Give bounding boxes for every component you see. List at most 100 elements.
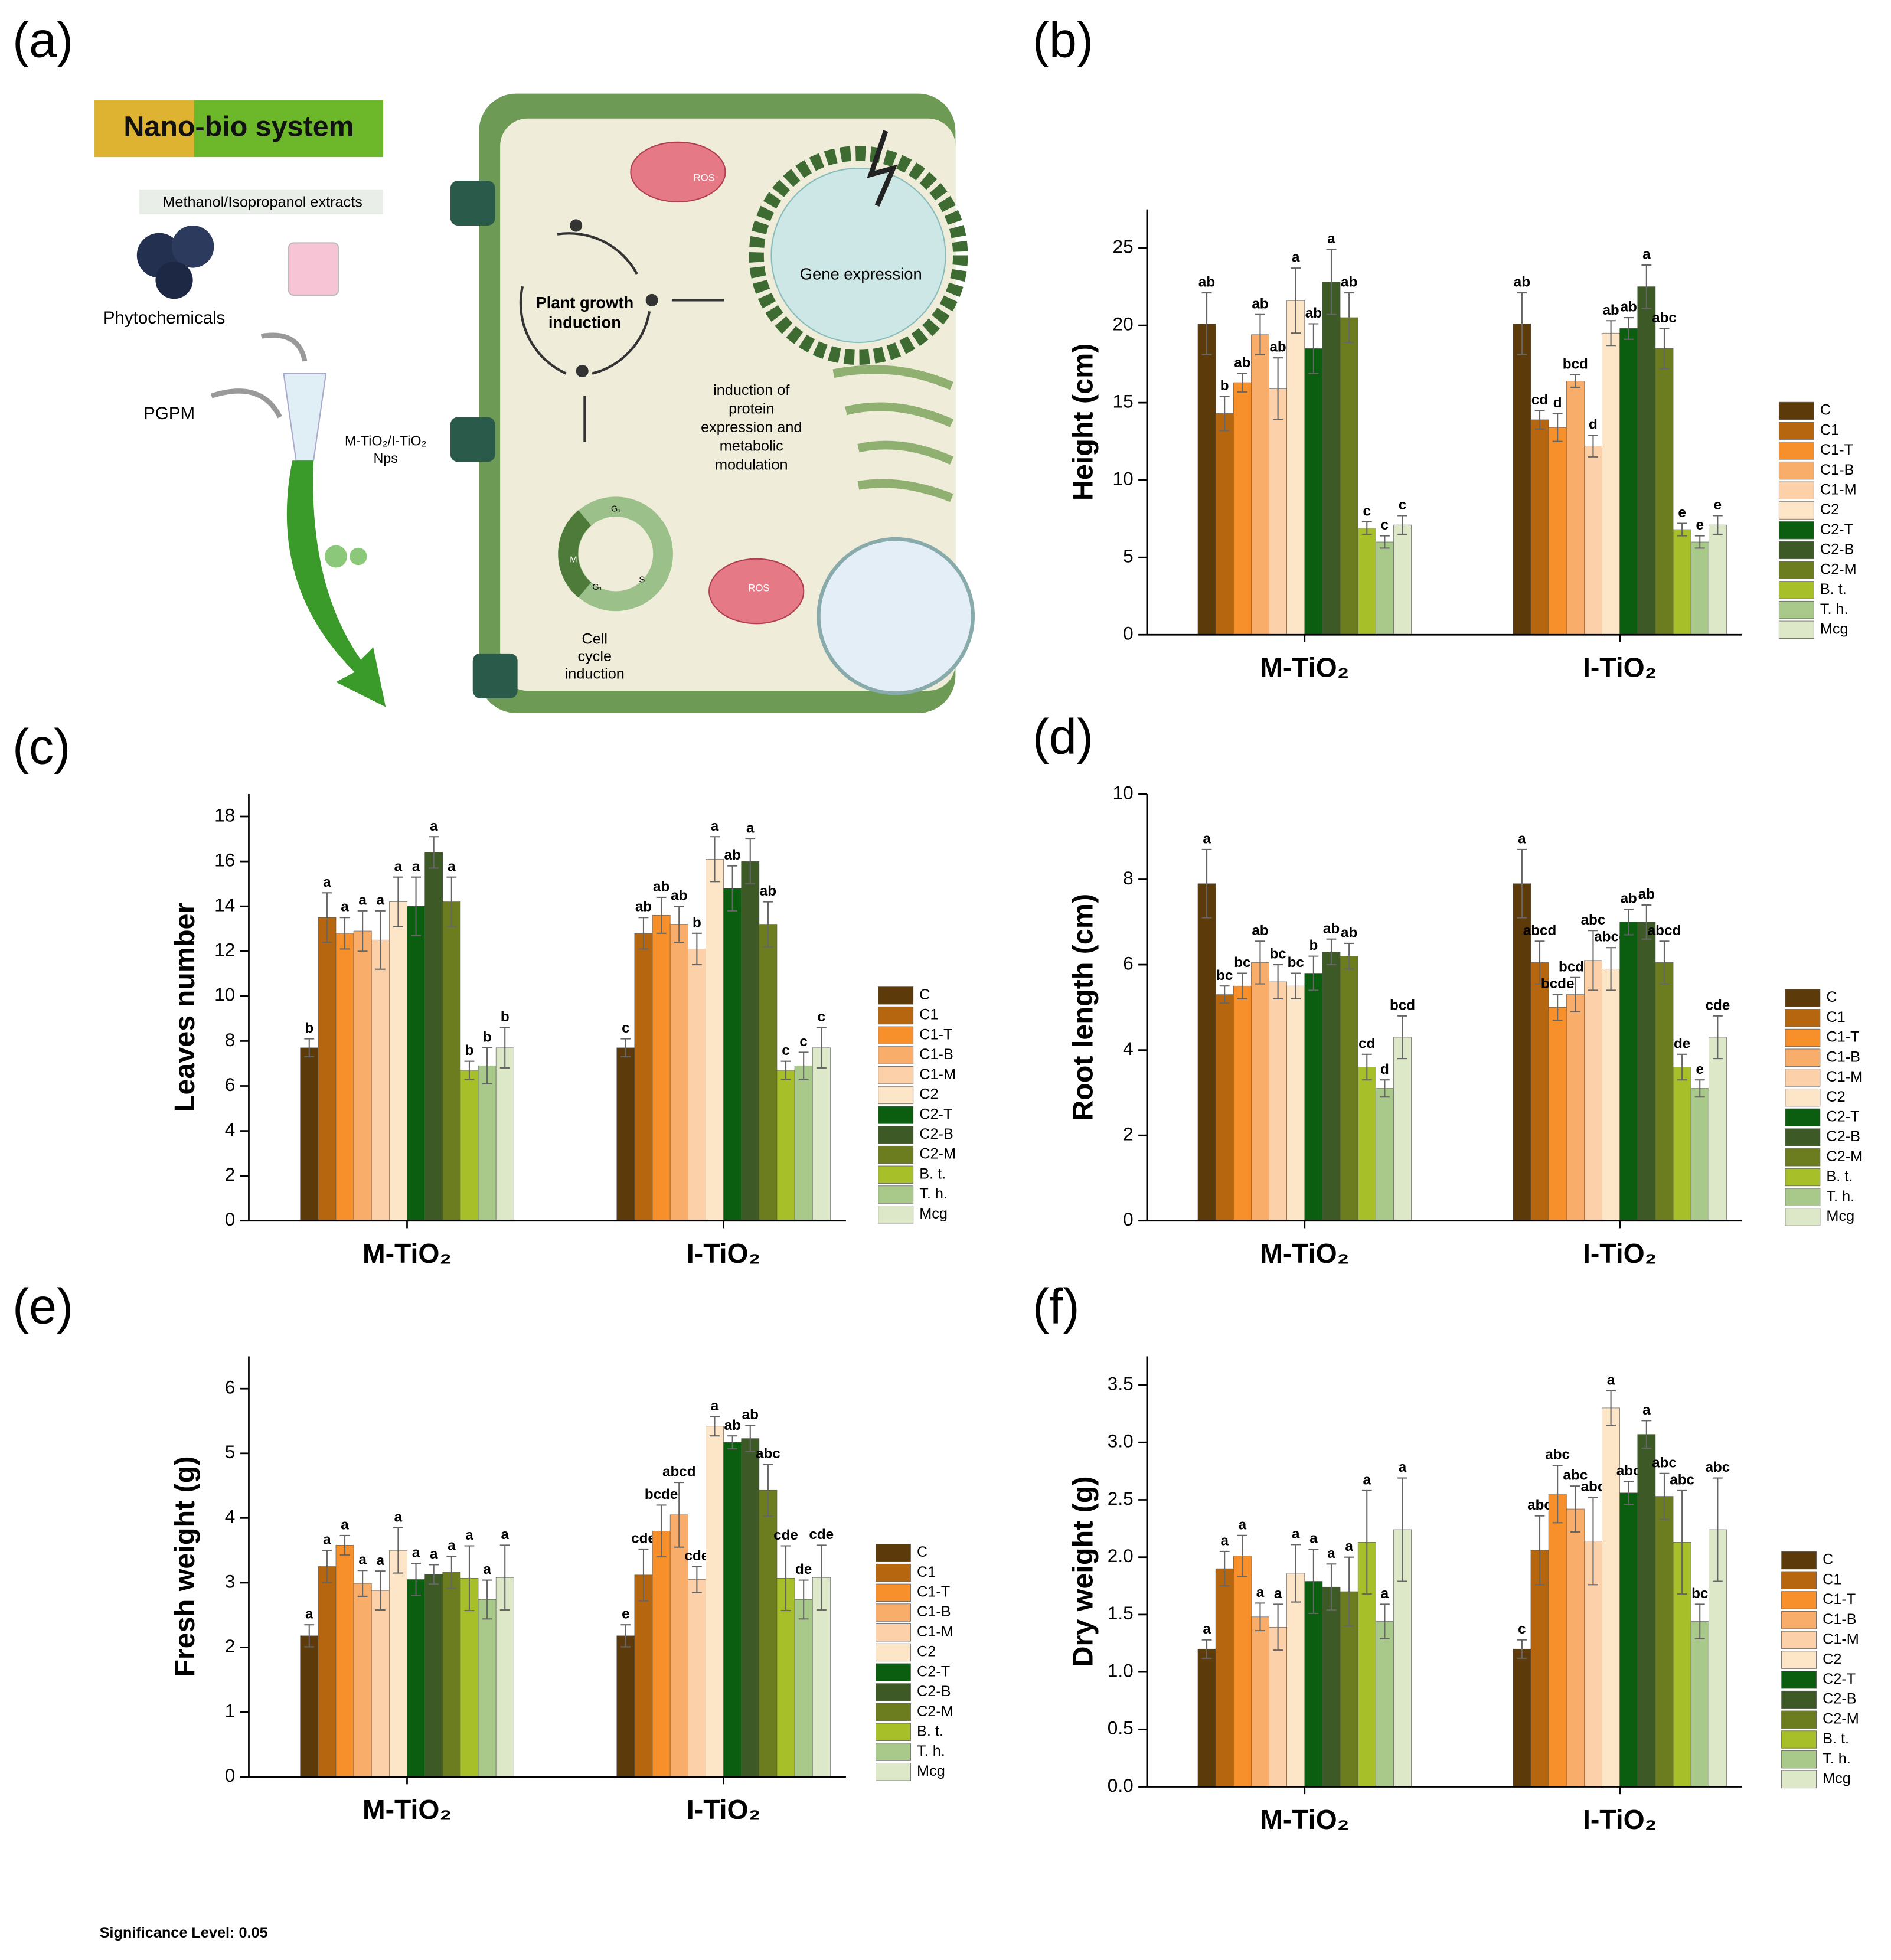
significance-letter: b xyxy=(483,1029,492,1045)
y-tick-label: 4 xyxy=(225,1119,236,1140)
significance-letter: abc xyxy=(1581,1479,1606,1495)
y-tick-label: 2 xyxy=(225,1164,236,1185)
significance-letter: cd xyxy=(1531,392,1548,408)
significance-letter: a xyxy=(377,1553,385,1569)
error-bar xyxy=(1694,535,1705,549)
significance-letter: a xyxy=(1642,1402,1651,1418)
legend-label: C2-M xyxy=(1826,1148,1863,1165)
y-axis-title: Leaves number xyxy=(169,902,201,1112)
legend-swatch xyxy=(878,1006,914,1025)
bar xyxy=(1602,1407,1620,1787)
significance-letter: a xyxy=(1239,1517,1247,1533)
legend-swatch xyxy=(878,1046,914,1064)
significance-letter: c xyxy=(782,1043,789,1059)
significance-letter: a xyxy=(1203,831,1211,847)
significance-letter: bcde xyxy=(645,1487,678,1502)
legend-swatch xyxy=(1781,1750,1817,1769)
legend-label: C1-T xyxy=(919,1026,952,1043)
legend-label: C2-T xyxy=(1820,521,1853,538)
significance-letter: abc xyxy=(1706,1459,1730,1475)
bar xyxy=(812,1047,831,1221)
legend-swatch xyxy=(1781,1690,1817,1709)
error-bar xyxy=(1570,976,1580,1012)
error-bar xyxy=(1570,374,1580,388)
legend-label: T. h. xyxy=(1823,1750,1851,1767)
error-bar xyxy=(1219,985,1230,1004)
significance-letter: a xyxy=(1203,1621,1211,1637)
arrow xyxy=(260,332,308,362)
y-tick-label: 18 xyxy=(214,804,235,825)
significance-letter: ab xyxy=(1252,923,1268,939)
nucleus xyxy=(770,167,946,344)
error-bar xyxy=(393,876,403,927)
legend-label: C2 xyxy=(917,1644,936,1660)
bar xyxy=(776,1070,795,1221)
significance-letter: c xyxy=(799,1034,807,1050)
error-bar xyxy=(1397,515,1407,535)
extracts-label: Methanol/Isopropanol extracts xyxy=(162,194,362,211)
error-bar xyxy=(1552,994,1563,1021)
bar xyxy=(389,901,407,1221)
significance-letter: a xyxy=(1607,1372,1615,1388)
error-bar xyxy=(638,917,649,950)
bar xyxy=(776,1577,795,1778)
legend-swatch xyxy=(1778,501,1814,520)
error-bar xyxy=(1677,1053,1687,1081)
legend-label: C2-B xyxy=(1826,1128,1860,1145)
bar xyxy=(1215,1568,1234,1787)
legend-label: C xyxy=(919,986,930,1003)
error-bar xyxy=(1308,1549,1319,1615)
significance-letter: b xyxy=(1309,937,1318,953)
y-tick-label: 8 xyxy=(1123,867,1134,888)
error-bar xyxy=(780,1060,791,1080)
bar xyxy=(335,1545,354,1778)
significance-letter: a xyxy=(1518,831,1526,847)
error-bar xyxy=(1201,848,1212,919)
legend-label: C1-M xyxy=(1820,481,1857,498)
legend-label: T. h. xyxy=(1826,1188,1854,1204)
legend-swatch xyxy=(1781,1631,1817,1649)
legend-swatch xyxy=(1781,1551,1817,1570)
node xyxy=(576,364,589,378)
significance-letter: a xyxy=(448,858,456,874)
mitochondrion xyxy=(630,141,726,202)
significance-letter: abc xyxy=(1652,310,1677,326)
error-bar xyxy=(1606,320,1616,347)
significance-letter: bc xyxy=(1234,955,1250,971)
significance-letter: ab xyxy=(724,1417,741,1433)
y-tick-label: 5 xyxy=(225,1441,236,1462)
bar xyxy=(1548,1494,1567,1787)
bar xyxy=(1637,286,1656,635)
legend-swatch xyxy=(1781,1710,1817,1729)
y-tick-label: 0.5 xyxy=(1108,1717,1134,1739)
x-tick-label: I-TiO₂ xyxy=(687,1794,760,1825)
error-bar xyxy=(1712,1015,1723,1060)
error-bar xyxy=(1361,1489,1372,1595)
legend-swatch xyxy=(878,986,914,1005)
bar xyxy=(616,1635,635,1778)
y-tick-label: 25 xyxy=(1113,236,1134,257)
er xyxy=(749,146,968,365)
legend-swatch xyxy=(1778,461,1814,480)
bar xyxy=(723,1442,742,1778)
error-bar xyxy=(446,1555,457,1589)
cell-cycle-m xyxy=(558,510,592,598)
legend-swatch xyxy=(1781,1611,1817,1629)
legend-label: C2-T xyxy=(919,1106,952,1122)
legend-swatch xyxy=(1785,1148,1821,1167)
error-bar xyxy=(464,1060,475,1080)
error-bar xyxy=(1677,522,1687,537)
significance-letter: abc xyxy=(1581,912,1606,928)
node xyxy=(645,293,658,306)
growth-label: Plant growth xyxy=(536,293,634,312)
bar xyxy=(318,1566,337,1778)
legend-label: T. h. xyxy=(919,1185,948,1202)
legend-swatch xyxy=(876,1703,911,1721)
legend-swatch xyxy=(1785,1168,1821,1187)
error-bar xyxy=(1344,292,1354,343)
error-bar xyxy=(1219,396,1230,432)
significance-letter: a xyxy=(394,858,403,874)
bar xyxy=(318,917,337,1221)
y-tick-label: 16 xyxy=(214,849,235,870)
error-bar xyxy=(357,910,368,952)
